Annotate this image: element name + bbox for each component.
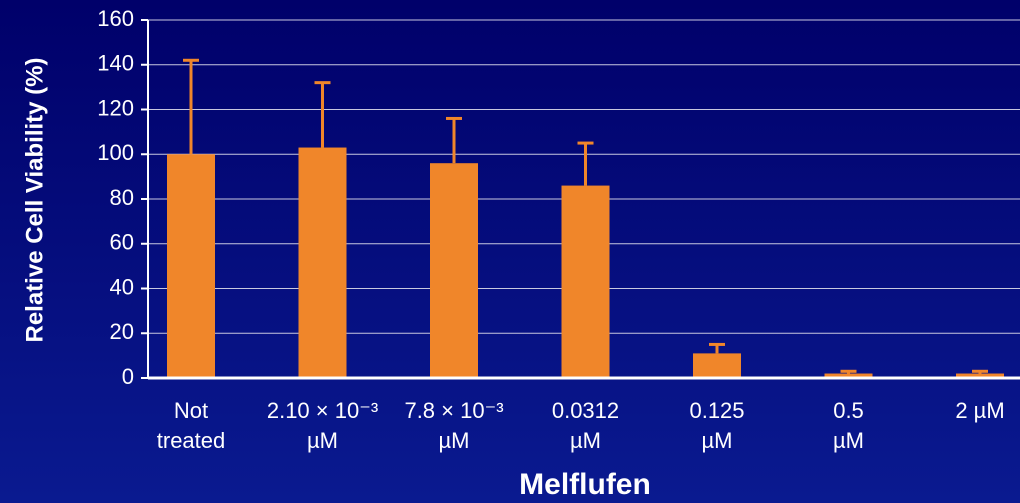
y-tick-label: 40: [110, 274, 134, 299]
y-tick-label: 140: [97, 51, 134, 76]
x-tick-label: 7.8 × 10⁻³: [404, 398, 503, 423]
bar: [298, 147, 347, 378]
y-tick-label: 0: [122, 364, 134, 389]
x-tick-label: Not: [174, 398, 208, 423]
bar: [430, 163, 478, 378]
x-tick-label: µM: [307, 428, 338, 453]
x-tick-label: 0.5: [833, 398, 864, 423]
x-tick-label: 0.125: [689, 398, 744, 423]
x-tick-label: 2 µM: [955, 398, 1004, 423]
bar: [693, 353, 741, 378]
y-tick-label: 80: [110, 185, 134, 210]
error-bar: [314, 81, 331, 148]
y-axis-title: Relative Cell Viability (%): [21, 58, 48, 343]
x-tick-label: 2.10 × 10⁻³: [267, 398, 378, 423]
bar: [167, 154, 215, 378]
x-tick-label: 0.0312: [552, 398, 619, 423]
error-bar: [183, 58, 199, 155]
error-bar: [577, 141, 594, 186]
bar: [561, 185, 610, 378]
y-tick-label: 20: [110, 319, 134, 344]
y-tick-label: 120: [97, 95, 134, 120]
x-axis-title: Melflufen: [519, 468, 651, 501]
x-tick-label: µM: [570, 428, 601, 453]
error-bar: [446, 116, 462, 164]
x-tick-label: treated: [157, 428, 226, 453]
x-tick-label: µM: [701, 428, 732, 453]
error-bar: [972, 369, 988, 374]
bar: [956, 373, 1004, 378]
bar: [824, 373, 873, 378]
x-tick-label: µM: [833, 428, 864, 453]
y-tick-label: 100: [97, 140, 134, 165]
error-bar: [709, 342, 725, 354]
y-tick-label: 60: [110, 230, 134, 255]
error-bar: [840, 369, 857, 374]
x-tick-label: µM: [438, 428, 469, 453]
y-tick-label: 160: [97, 6, 134, 31]
